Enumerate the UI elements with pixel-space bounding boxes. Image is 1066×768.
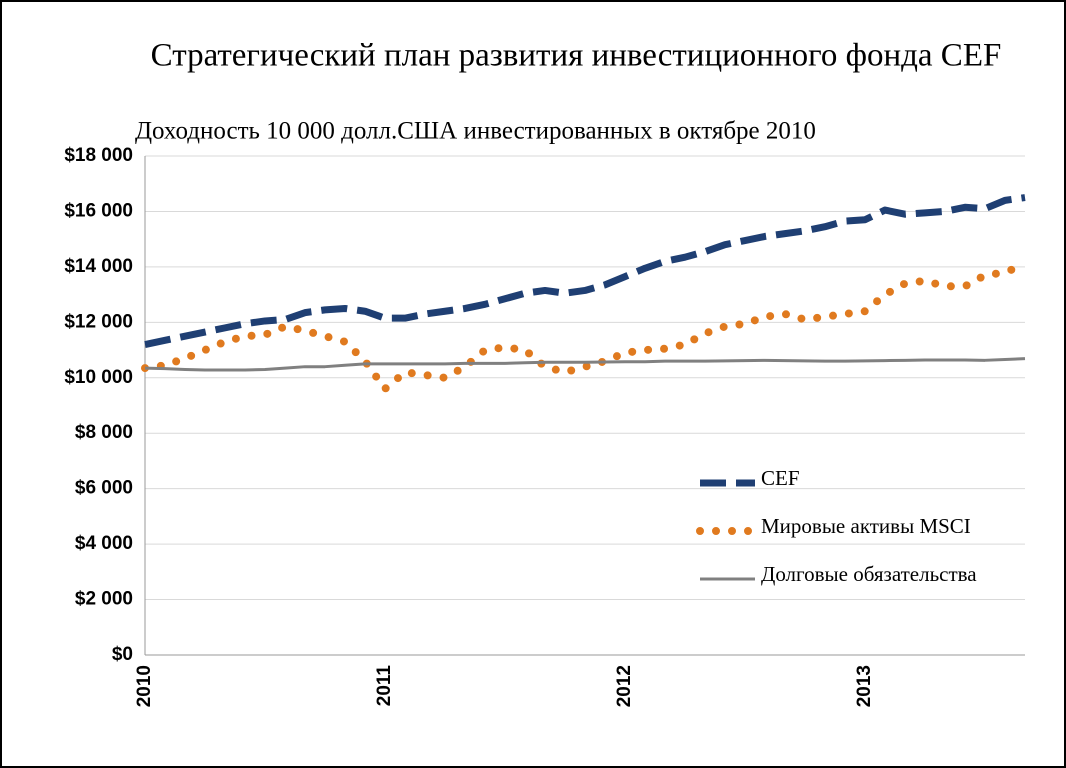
x-tick-label: 2010 (134, 665, 155, 707)
legend-label: Мировые активы MSCI (761, 514, 971, 538)
series-line (141, 260, 1029, 393)
y-tick-label: $2 000 (75, 589, 133, 610)
chart-subtitle: Доходность 10 000 долл.США инвестированн… (135, 118, 816, 145)
legend-label: CEF (761, 466, 800, 490)
y-tick-label: $12 000 (64, 311, 133, 332)
legend-label: Долговые обязательства (761, 562, 977, 586)
y-tick-label: $4 000 (75, 533, 133, 554)
y-tick-label: $14 000 (64, 256, 133, 277)
y-tick-label: $16 000 (64, 200, 133, 221)
series-line (144, 357, 1026, 372)
y-tick-label: $18 000 (64, 145, 133, 166)
x-tick-label: 2011 (374, 665, 395, 707)
x-tick-label: 2013 (854, 665, 875, 707)
y-tick-label: $6 000 (75, 478, 133, 499)
y-tick-label: $8 000 (75, 422, 133, 443)
x-tick-label: 2012 (614, 665, 635, 707)
series-line (144, 194, 1026, 348)
chart-title: Стратегический план развития инвестицион… (151, 38, 1002, 74)
y-tick-label: $10 000 (64, 367, 133, 388)
y-tick-label: $0 (112, 644, 133, 665)
